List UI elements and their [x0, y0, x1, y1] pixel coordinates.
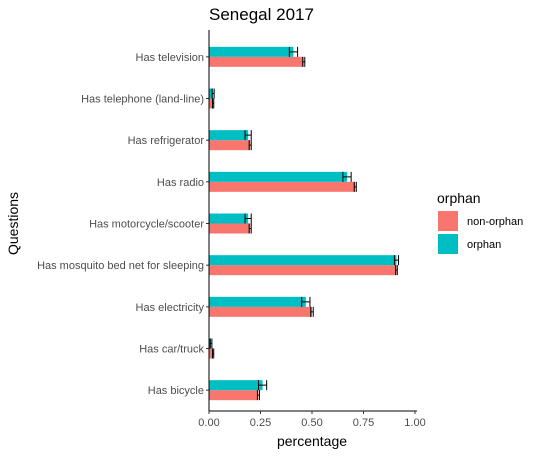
y-axis-labels: Has television Has telephone (land-line) H…: [37, 52, 209, 397]
x-tick-label: 0.00: [198, 417, 219, 429]
y-axis-title: Questions: [5, 192, 21, 255]
error-bar-non-orphan: [395, 265, 398, 276]
x-axis-ticks: 0.00 0.25 0.50 0.75 1.00: [198, 411, 426, 429]
bar-non-orphan: [209, 98, 214, 109]
error-bar-orphan: [211, 88, 215, 99]
bar-orphan: [209, 130, 249, 141]
bar-orphan: [209, 380, 263, 391]
category-label: Has refrigerator: [128, 135, 205, 147]
bar-non-orphan: [209, 348, 214, 359]
bar-orphan: [209, 88, 214, 99]
category-label: Has bicycle: [148, 385, 204, 397]
error-bar-orphan: [301, 296, 311, 307]
error-bar-non-orphan: [256, 390, 260, 401]
bar-orphan: [209, 171, 348, 182]
category-label: Has television: [136, 52, 204, 64]
bar-orphan: [209, 255, 397, 266]
error-bar-orphan: [244, 213, 252, 224]
bar-non-orphan: [209, 140, 251, 151]
category-label: Has telephone (land-line): [81, 94, 204, 106]
category-label: Has radio: [157, 177, 204, 189]
x-tick-label: 0.50: [301, 417, 322, 429]
bar-orphan: [209, 46, 294, 57]
category-label: Has car/truck: [139, 344, 204, 356]
error-bar-non-orphan: [302, 56, 306, 67]
bar-non-orphan: [209, 265, 397, 276]
error-bar-non-orphan: [248, 223, 252, 234]
bar-non-orphan: [209, 390, 259, 401]
error-bars-group: [209, 46, 400, 401]
bar-orphan: [209, 213, 249, 224]
error-bar-non-orphan: [248, 140, 252, 151]
bars-group: [209, 46, 397, 401]
error-bar-orphan: [244, 130, 252, 141]
x-axis-title: percentage: [277, 433, 347, 449]
legend-key-non-orphan: [438, 211, 458, 231]
chart-title: Senegal 2017: [209, 5, 314, 24]
legend-title: orphan: [437, 190, 481, 206]
error-bar-non-orphan: [353, 181, 357, 192]
x-tick-label: 0.25: [250, 417, 271, 429]
category-label: Has mosquito bed net for sleeping: [37, 260, 204, 272]
bar-non-orphan: [209, 223, 251, 234]
bar-non-orphan: [209, 306, 312, 317]
error-bar-non-orphan: [212, 98, 215, 109]
x-tick-label: 0.75: [353, 417, 374, 429]
error-bar-orphan: [342, 171, 352, 182]
legend-label: orphan: [467, 239, 501, 251]
bar-non-orphan: [209, 181, 356, 192]
category-label: Has electricity: [136, 302, 205, 314]
x-tick-label: 1.00: [404, 417, 425, 429]
error-bar-orphan: [393, 255, 400, 266]
category-label: Has motorcycle/scooter: [89, 219, 204, 231]
legend: orphan non-orphan orphan: [437, 190, 523, 254]
legend-key-orphan: [438, 234, 458, 254]
error-bar-orphan: [209, 338, 213, 349]
error-bar-orphan: [257, 380, 268, 391]
legend-label: non-orphan: [467, 216, 523, 228]
bar-orphan: [209, 296, 306, 307]
bar-non-orphan: [209, 56, 304, 67]
error-bar-non-orphan: [212, 348, 215, 359]
error-bar-orphan: [288, 46, 299, 57]
error-bar-non-orphan: [310, 306, 314, 317]
